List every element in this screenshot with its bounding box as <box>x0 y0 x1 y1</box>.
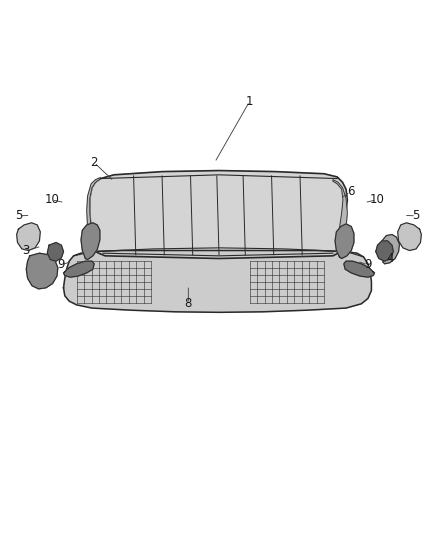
Text: 6: 6 <box>346 185 354 198</box>
Polygon shape <box>90 171 347 259</box>
Text: 10: 10 <box>369 193 384 206</box>
Polygon shape <box>26 253 58 289</box>
Text: 5: 5 <box>15 209 22 222</box>
Text: 3: 3 <box>23 244 30 257</box>
Polygon shape <box>333 180 347 249</box>
Polygon shape <box>380 235 399 264</box>
Polygon shape <box>17 223 40 251</box>
Text: 5: 5 <box>413 209 420 222</box>
Polygon shape <box>344 261 374 277</box>
Text: 4: 4 <box>386 252 394 265</box>
Polygon shape <box>335 224 354 259</box>
Polygon shape <box>64 251 371 312</box>
Polygon shape <box>87 177 101 251</box>
Polygon shape <box>376 241 393 261</box>
Text: 2: 2 <box>90 156 98 169</box>
Text: 10: 10 <box>44 193 59 206</box>
Text: 8: 8 <box>185 297 192 310</box>
Text: 9: 9 <box>57 259 65 271</box>
Polygon shape <box>47 243 64 261</box>
Polygon shape <box>64 261 94 277</box>
Polygon shape <box>81 223 100 260</box>
Text: 1: 1 <box>246 95 254 108</box>
Polygon shape <box>398 223 421 251</box>
Text: 9: 9 <box>364 259 372 271</box>
